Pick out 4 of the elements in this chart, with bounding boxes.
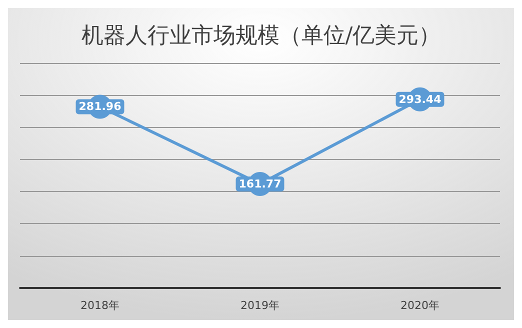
x-tick-label: 2019年 xyxy=(240,299,280,312)
x-tick-label: 2020年 xyxy=(400,299,440,312)
chart-title: 机器人行业市场规模（单位/亿美元） xyxy=(81,24,441,48)
x-tick-label: 2018年 xyxy=(80,299,120,312)
